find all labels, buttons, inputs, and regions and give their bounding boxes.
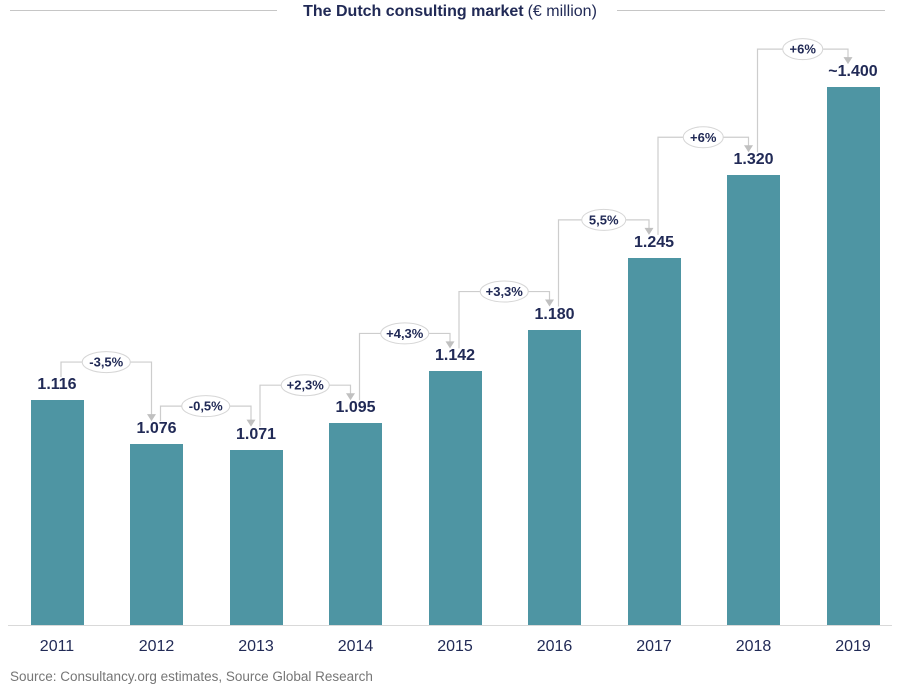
year-label-2012: 2012	[138, 638, 175, 655]
year-label-2017: 2017	[636, 638, 672, 655]
year-label-2019: 2019	[835, 638, 871, 655]
arrow-down-icon	[147, 414, 156, 422]
bar-2012	[130, 444, 183, 625]
bar-2011	[30, 400, 84, 625]
pct-change-bubble	[280, 374, 330, 397]
value-label-2017: 1.245	[633, 233, 675, 251]
year-label-2015: 2015	[437, 638, 473, 655]
source-note: Source: Consultancy.org estimates, Sourc…	[10, 669, 373, 684]
arrow-down-icon	[545, 299, 554, 307]
value-label-2015: 1.142	[434, 347, 476, 365]
bar-2018	[727, 175, 780, 625]
pct-change-label: +2,3%	[287, 378, 325, 393]
value-label-2013: 1.071	[235, 425, 277, 443]
arrow-down-icon	[246, 419, 256, 427]
pct-change-bubble	[380, 322, 430, 345]
pct-change-label: -0,5%	[189, 399, 223, 414]
bar-2019	[826, 87, 880, 625]
value-label-2019: ~1.400	[828, 63, 878, 81]
arrow-down-icon	[843, 57, 853, 65]
title-rule-right	[617, 10, 885, 11]
value-label-2012: 1.076	[136, 420, 177, 438]
value-label-2016: 1.180	[534, 305, 575, 323]
pct-change-label: +4,3%	[386, 326, 424, 341]
pct-change-bubble	[181, 395, 231, 418]
bar-2016	[528, 329, 581, 625]
value-label-2014: 1.095	[335, 399, 376, 417]
year-label-2011: 2011	[39, 638, 75, 655]
bar-2015	[428, 371, 482, 625]
year-label-2013: 2013	[238, 638, 274, 655]
chart-title-unit: (€ million)	[527, 3, 597, 20]
arrow-down-icon	[445, 341, 455, 349]
pct-change-bubble	[682, 126, 724, 149]
pct-change-label: +6%	[790, 42, 817, 57]
year-label-2014: 2014	[337, 638, 374, 655]
arrow-down-icon	[744, 145, 753, 153]
x-axis-line	[8, 625, 892, 626]
value-label-2011: 1.116	[37, 376, 77, 394]
pct-change-label: -3,5%	[89, 355, 123, 370]
bar-2017	[627, 257, 681, 625]
chart-title-main: The Dutch consulting market	[303, 3, 524, 20]
pct-change-label: +3,3%	[486, 284, 524, 299]
pct-change-bubble	[479, 280, 529, 303]
year-label-2016: 2016	[536, 638, 573, 655]
arrow-down-icon	[644, 227, 654, 235]
year-label-2018: 2018	[735, 638, 772, 655]
pct-change-label: +6%	[690, 130, 717, 145]
arrow-down-icon	[346, 393, 355, 401]
bar-2014	[329, 423, 382, 625]
chart-title: The Dutch consulting market (€ million)	[0, 2, 900, 21]
pct-change-bubble	[782, 38, 824, 61]
title-rule-left	[10, 10, 277, 11]
pct-change-bubble	[81, 351, 131, 374]
pct-change-label: 5,5%	[589, 212, 619, 227]
bar-2013	[229, 449, 283, 625]
value-label-2018: 1.320	[733, 151, 774, 169]
pct-change-bubble	[581, 208, 627, 231]
